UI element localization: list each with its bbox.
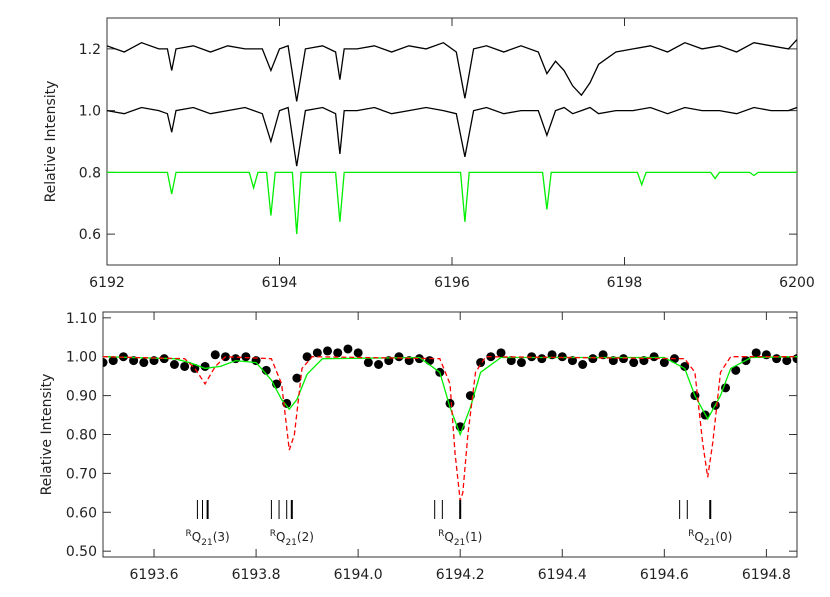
data-point <box>567 356 577 366</box>
label-main: Q <box>276 530 285 544</box>
label-sub: 21 <box>201 538 212 548</box>
x-tick-label: 6194.6 <box>640 567 689 583</box>
y-tick-label: 0.50 <box>66 544 97 560</box>
spectrum-line <box>107 39 797 102</box>
label-sup: R <box>688 529 694 539</box>
data-point <box>241 352 251 362</box>
label-main: Q <box>444 530 453 544</box>
data-point <box>363 358 373 368</box>
data-point <box>169 360 179 369</box>
data-point <box>751 348 761 358</box>
y-axis-label: Relative Intensity <box>39 374 55 496</box>
y-tick-label: 0.8 <box>79 165 101 181</box>
label-sup: R <box>438 529 444 539</box>
y-tick-label: 1.00 <box>66 350 97 366</box>
label-sub: 21 <box>454 538 465 548</box>
data-point <box>394 352 404 362</box>
line-label: RQ21(1) <box>438 529 482 548</box>
y-tick-label: 0.80 <box>66 428 97 444</box>
y-tick-label: 1.10 <box>66 311 97 327</box>
plot-frame <box>106 17 798 266</box>
data-point <box>103 358 108 368</box>
plot-frame <box>102 311 798 558</box>
x-tick-label: 6194.8 <box>742 567 791 583</box>
x-tick-label: 6194 <box>262 275 298 291</box>
data-point <box>302 352 312 362</box>
data-point <box>557 352 567 362</box>
data-point <box>506 356 516 366</box>
spectrum-line <box>107 106 797 167</box>
data-point <box>129 356 139 366</box>
data-point <box>374 360 384 369</box>
data-point <box>312 348 322 358</box>
data-point <box>292 373 302 383</box>
data-point <box>333 348 343 358</box>
data-point <box>180 361 190 371</box>
label-sub: 21 <box>285 538 296 548</box>
data-point <box>782 356 792 366</box>
line-label: RQ21(0) <box>688 529 732 548</box>
y-tick-label: 0.60 <box>66 505 97 521</box>
data-point <box>772 354 782 364</box>
data-point <box>516 358 526 368</box>
data-point <box>649 352 659 362</box>
x-tick-label: 6194.0 <box>334 567 383 583</box>
spectrum-line <box>107 171 797 235</box>
y-tick-label: 0.90 <box>66 389 97 405</box>
label-tail: (2) <box>297 530 314 544</box>
label-sup: R <box>186 529 192 539</box>
data-point <box>210 350 220 360</box>
spectrum-line <box>103 356 797 501</box>
x-tick-label: 6198 <box>607 275 643 291</box>
data-point <box>414 354 424 364</box>
x-tick-label: 6194.2 <box>436 567 485 583</box>
label-tail: (0) <box>715 530 732 544</box>
data-point <box>659 358 669 368</box>
y-tick-label: 1.0 <box>79 104 101 120</box>
label-main: Q <box>192 530 201 544</box>
x-tick-label: 6194.4 <box>538 567 587 583</box>
data-point <box>139 358 149 368</box>
data-point <box>323 346 333 356</box>
x-tick-label: 6193.6 <box>130 567 179 583</box>
data-point <box>731 365 741 375</box>
x-tick-label: 6200 <box>779 275 815 291</box>
label-tail: (1) <box>465 530 482 544</box>
y-axis-label: Relative Intensity <box>43 81 59 203</box>
data-point <box>680 361 690 371</box>
line-label: RQ21(2) <box>270 529 314 548</box>
data-point <box>343 344 353 354</box>
data-point <box>721 383 731 393</box>
data-point <box>792 354 797 364</box>
line-label: RQ21(3) <box>186 529 230 548</box>
label-tail: (3) <box>213 530 230 544</box>
data-point <box>537 354 547 364</box>
data-point <box>200 361 210 371</box>
data-point <box>108 356 118 366</box>
data-point <box>578 360 588 369</box>
y-tick-label: 0.70 <box>66 466 97 482</box>
data-point <box>425 356 435 366</box>
x-tick-label: 6196 <box>434 275 470 291</box>
x-tick-label: 6192 <box>89 275 125 291</box>
label-sup: R <box>270 529 276 539</box>
label-sub: 21 <box>704 538 715 548</box>
x-tick-label: 6193.8 <box>232 567 281 583</box>
label-main: Q <box>694 530 703 544</box>
data-point <box>629 358 639 368</box>
data-point <box>353 348 363 358</box>
spectrum-line <box>103 356 797 437</box>
data-point <box>588 354 598 364</box>
data-point <box>496 348 506 358</box>
y-tick-label: 0.6 <box>79 227 101 243</box>
y-tick-label: 1.2 <box>79 42 101 58</box>
